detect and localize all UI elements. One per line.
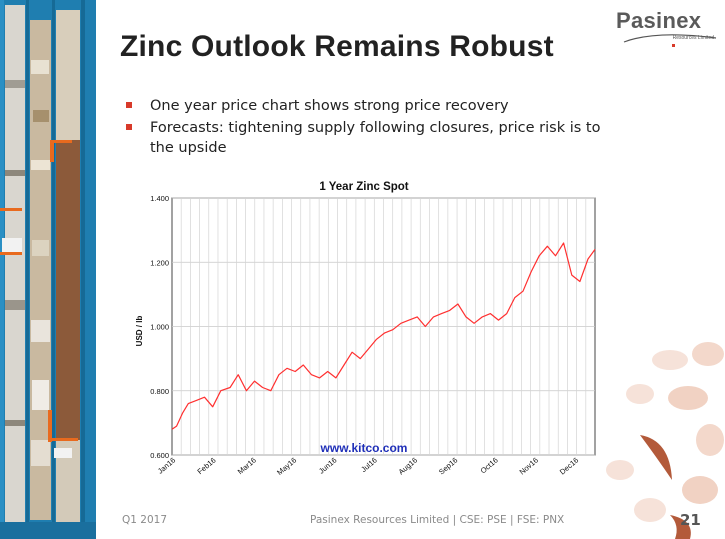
zinc-price-chart: 1 Year Zinc Spot USD / lb 0.600 0.800 1.00… xyxy=(130,176,605,496)
decorative-pebbles xyxy=(600,340,725,539)
y-tick-label: 0.800 xyxy=(150,387,169,396)
slide-title: Zinc Outlook Remains Robust xyxy=(120,30,554,63)
y-tick-label: 1.000 xyxy=(150,323,169,332)
x-tick-label: Aug16 xyxy=(397,456,419,477)
y-tick-label: 1.400 xyxy=(150,194,169,203)
logo-wordmark: Pasinex xyxy=(616,8,702,33)
core-sample-photo xyxy=(0,0,96,539)
x-tick-labels: Jan16 Feb16 Mar16 May16 Jun16 Jul16 Aug16 Sep16… xyxy=(156,456,580,477)
zinc-spot-line xyxy=(171,242,596,430)
page-number: 21 xyxy=(680,511,701,529)
chart-title: 1 Year Zinc Spot xyxy=(319,181,408,193)
x-tick-label: Dec16 xyxy=(558,456,580,477)
logo-tagline: Resources Limited xyxy=(672,35,714,41)
y-axis-label: USD / lb xyxy=(135,316,144,347)
bullet-item: Forecasts: tightening supply following c… xyxy=(124,118,604,158)
chart-watermark: www.kitco.com xyxy=(320,441,408,455)
x-tick-label: May16 xyxy=(275,456,298,477)
x-tick-label: Oct16 xyxy=(479,456,500,476)
y-tick-label: 1.200 xyxy=(150,258,169,267)
chart-grid xyxy=(171,197,596,456)
price-series xyxy=(171,242,596,430)
bullet-marker xyxy=(126,102,132,108)
bullet-marker xyxy=(126,124,132,130)
bullet-text: One year price chart shows strong price … xyxy=(150,98,509,114)
x-tick-label: Feb16 xyxy=(195,456,217,477)
footer-period: Q1 2017 xyxy=(122,514,168,526)
x-tick-label: Mar16 xyxy=(236,456,258,477)
x-tick-label: Jun16 xyxy=(317,456,338,476)
y-tick-labels: 0.600 0.800 1.000 1.200 1.400 xyxy=(150,194,169,460)
company-logo: Pasinex Resources Limited xyxy=(616,8,720,50)
y-tick-label: 0.600 xyxy=(150,451,169,460)
x-tick-label: Sep16 xyxy=(437,456,459,477)
x-tick-label: Nov16 xyxy=(518,456,540,477)
bullet-text: Forecasts: tightening supply following c… xyxy=(150,120,601,156)
bullet-item: One year price chart shows strong price … xyxy=(124,96,604,116)
x-tick-label: Jul16 xyxy=(359,456,379,474)
footer-company: Pasinex Resources Limited | CSE: PSE | F… xyxy=(310,514,565,526)
bullet-list: One year price chart shows strong price … xyxy=(124,96,604,160)
